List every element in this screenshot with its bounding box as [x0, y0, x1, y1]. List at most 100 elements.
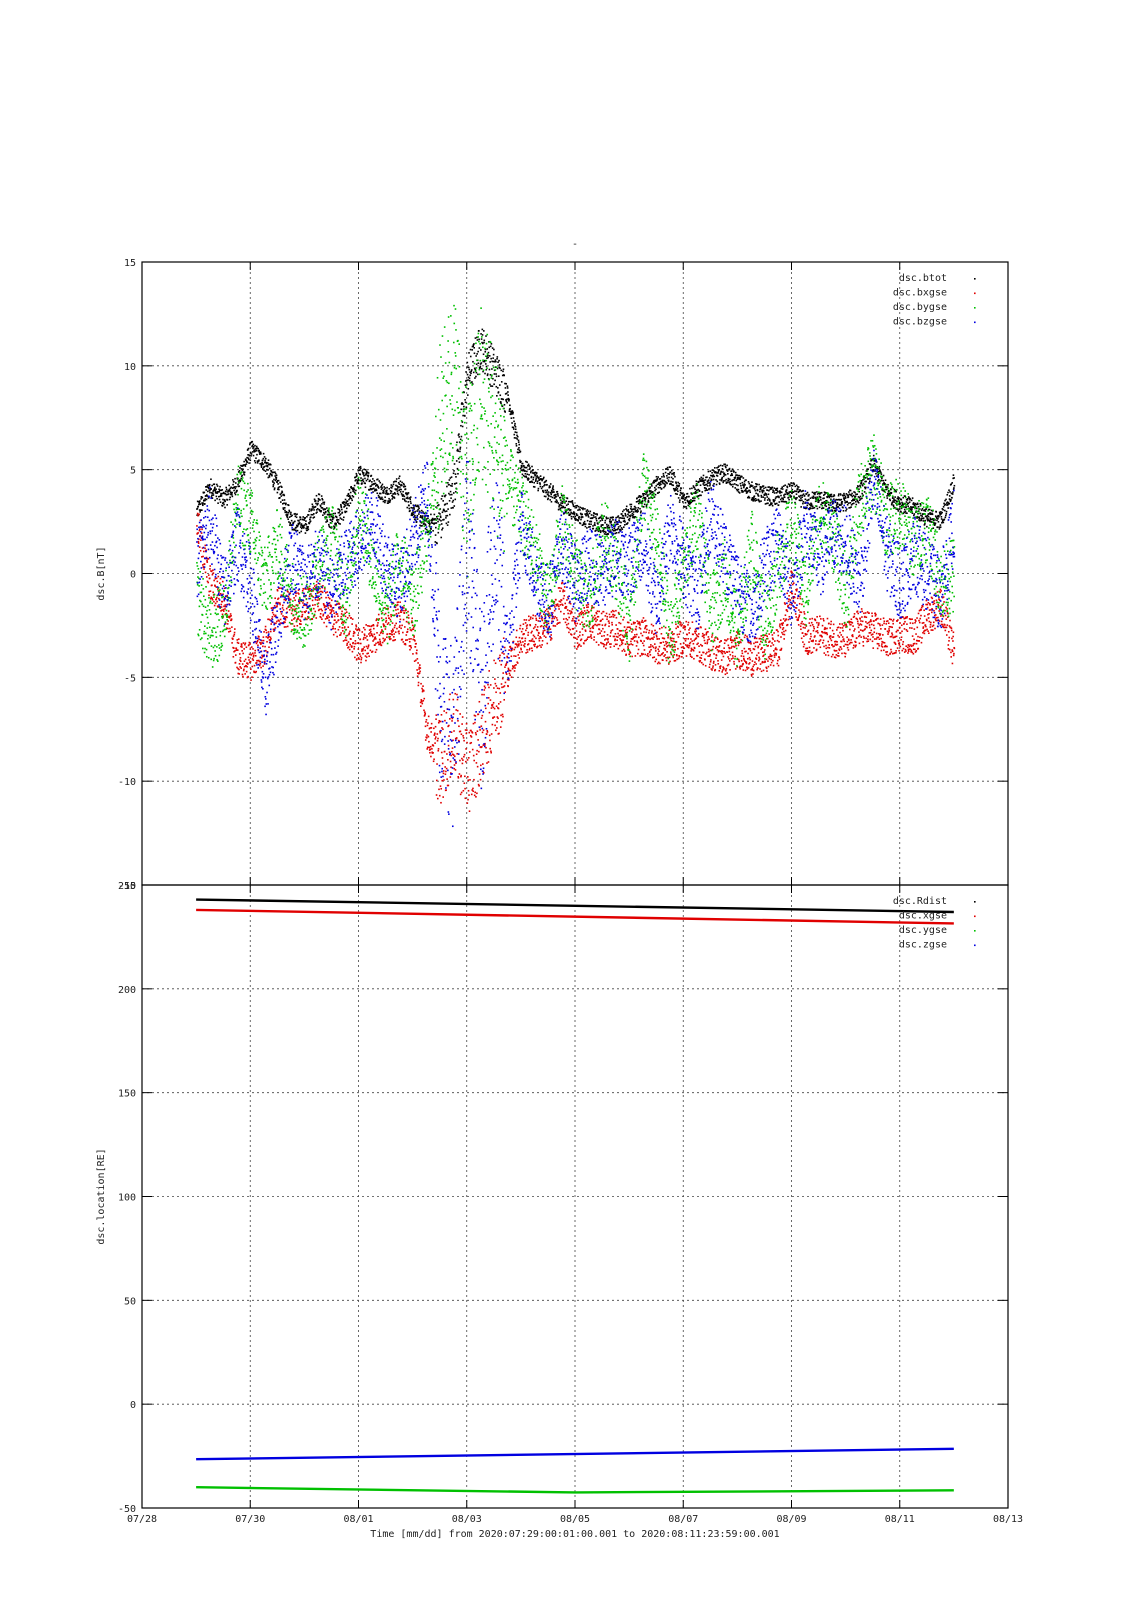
data-point: [731, 473, 733, 475]
y-tick-label: -5: [124, 673, 136, 684]
data-point: [615, 529, 617, 531]
data-point: [617, 523, 619, 525]
data-point: [272, 616, 274, 618]
data-point: [431, 727, 433, 729]
data-point: [478, 785, 480, 787]
data-point: [359, 630, 361, 632]
data-point: [345, 499, 347, 501]
data-point: [259, 661, 261, 663]
data-point: [328, 524, 330, 526]
data-point: [204, 503, 206, 505]
data-point: [588, 636, 590, 638]
data-point: [546, 484, 548, 486]
data-point: [430, 756, 432, 758]
data-point: [320, 505, 322, 507]
data-point: [511, 417, 513, 419]
data-point: [522, 628, 524, 630]
data-point: [212, 574, 214, 576]
data-point: [475, 376, 477, 378]
data-point: [325, 592, 327, 594]
data-point: [199, 546, 201, 548]
data-point: [212, 569, 214, 571]
data-point: [450, 761, 452, 763]
data-point: [479, 773, 481, 775]
data-point: [766, 496, 768, 498]
data-point: [637, 642, 639, 644]
data-point: [945, 515, 947, 517]
data-point: [461, 733, 463, 735]
data-point: [383, 490, 385, 492]
data-point: [601, 635, 603, 637]
data-point: [649, 651, 651, 653]
data-point: [489, 361, 491, 363]
data-point: [613, 530, 615, 532]
data-point: [198, 542, 200, 544]
legend-label: dsc.btot: [899, 273, 947, 284]
data-point: [519, 637, 521, 639]
data-point: [222, 499, 224, 501]
data-point: [289, 524, 291, 526]
data-point: [284, 507, 286, 509]
data-point: [473, 760, 475, 762]
data-point: [328, 607, 330, 609]
data-point: [558, 506, 560, 508]
data-point: [760, 500, 762, 502]
data-point: [515, 443, 517, 445]
data-point: [906, 501, 908, 503]
data-point: [675, 493, 677, 495]
data-point: [640, 640, 642, 642]
data-point: [489, 369, 491, 371]
data-point: [491, 343, 493, 345]
data-point: [269, 639, 271, 641]
data-point: [609, 635, 611, 637]
data-point: [352, 642, 354, 644]
data-point: [499, 692, 501, 694]
data-point: [560, 611, 562, 613]
data-point: [774, 492, 776, 494]
data-point: [629, 520, 631, 522]
data-point: [600, 620, 602, 622]
data-point: [581, 611, 583, 613]
data-point: [635, 629, 637, 631]
data-point: [440, 785, 442, 787]
data-point: [270, 637, 272, 639]
data-point: [625, 508, 627, 510]
data-point: [434, 514, 436, 516]
data-point: [926, 508, 928, 510]
data-point: [720, 471, 722, 473]
data-point: [305, 520, 307, 522]
data-point: [585, 515, 587, 517]
data-point: [905, 511, 907, 513]
data-point: [381, 487, 383, 489]
data-point: [570, 509, 572, 511]
data-point: [831, 494, 833, 496]
data-point: [581, 513, 583, 515]
data-point: [526, 627, 528, 629]
data-point: [351, 623, 353, 625]
data-point: [359, 653, 361, 655]
data-point: [617, 636, 619, 638]
data-point: [396, 488, 398, 490]
data-point: [848, 502, 850, 504]
data-point: [401, 482, 403, 484]
data-point: [433, 728, 435, 730]
data-point: [333, 634, 335, 636]
data-point: [543, 477, 545, 479]
data-point: [449, 494, 451, 496]
data-point: [498, 708, 500, 710]
data-point: [211, 495, 213, 497]
data-point: [212, 493, 214, 495]
data-point: [503, 375, 505, 377]
data-point: [497, 361, 499, 363]
data-point: [943, 506, 945, 508]
data-point: [595, 518, 597, 520]
data-point: [452, 699, 454, 701]
data-point: [428, 741, 430, 743]
data-point: [622, 511, 624, 513]
data-point: [629, 626, 631, 628]
data-point: [706, 489, 708, 491]
data-point: [219, 582, 221, 584]
data-point: [473, 755, 475, 757]
data-point: [713, 479, 715, 481]
data-point: [714, 467, 716, 469]
